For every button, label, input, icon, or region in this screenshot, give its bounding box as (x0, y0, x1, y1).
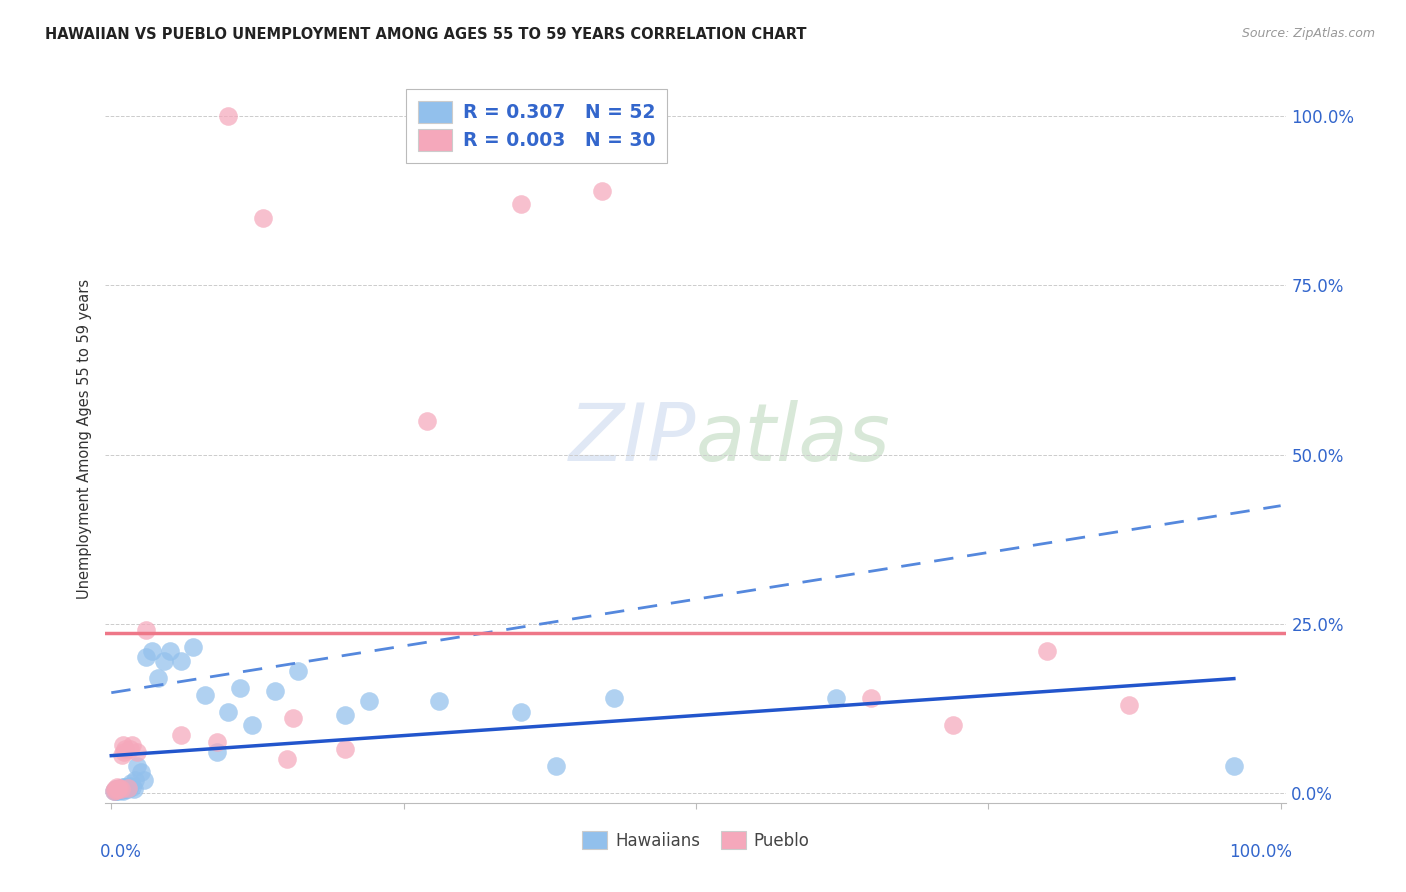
Point (181, 640, 204, 655)
Point (115, 780, 138, 795)
Point (114, 741, 136, 756)
Point (112, 745, 135, 759)
Point (229, 681, 252, 695)
Point (1118, 698, 1140, 712)
Point (276, 752, 298, 766)
Text: Source: ZipAtlas.com: Source: ZipAtlas.com (1241, 27, 1375, 40)
Point (129, 765, 152, 780)
Point (509, 705, 531, 719)
Point (170, 654, 193, 668)
Legend: Hawaiians, Pueblo: Hawaiians, Pueblo (575, 825, 817, 856)
Point (217, 705, 239, 719)
Point (205, 735, 228, 749)
Point (240, 718, 263, 732)
Point (942, 718, 965, 732)
Point (509, 197, 531, 211)
Point (104, 783, 127, 797)
Point (1036, 643, 1059, 657)
Point (112, 780, 135, 794)
Point (111, 781, 134, 796)
Point (264, 684, 287, 698)
Text: 0.0%: 0.0% (100, 843, 142, 861)
Point (108, 783, 131, 797)
Point (117, 782, 139, 797)
Point (194, 688, 217, 702)
Point (281, 711, 304, 725)
Point (427, 694, 450, 708)
Point (111, 783, 134, 797)
Point (117, 780, 139, 795)
Point (108, 781, 131, 796)
Point (110, 780, 132, 795)
Point (104, 781, 127, 796)
Point (103, 784, 125, 798)
Point (103, 783, 125, 797)
Point (333, 707, 356, 722)
Point (135, 624, 157, 638)
Point (121, 780, 143, 795)
Point (132, 773, 155, 788)
Point (108, 780, 131, 795)
Point (141, 643, 163, 657)
Point (107, 783, 129, 797)
Point (122, 781, 145, 796)
Point (104, 782, 127, 797)
Point (110, 781, 132, 796)
Point (603, 690, 626, 705)
Point (170, 728, 193, 742)
Point (121, 739, 143, 753)
Point (111, 739, 134, 753)
Text: atlas: atlas (696, 401, 891, 478)
Point (111, 748, 134, 763)
Point (111, 783, 134, 797)
Point (112, 782, 135, 797)
Point (146, 671, 169, 685)
Point (125, 758, 148, 772)
Point (105, 780, 128, 795)
Point (125, 745, 148, 759)
Text: ZIP: ZIP (568, 401, 696, 478)
Point (104, 783, 127, 797)
Point (860, 690, 883, 705)
Point (153, 654, 176, 668)
Point (135, 650, 157, 665)
Point (107, 782, 129, 797)
Y-axis label: Unemployment Among Ages 55 to 59 years: Unemployment Among Ages 55 to 59 years (77, 279, 93, 599)
Point (217, 109, 239, 123)
Point (107, 782, 129, 797)
Point (110, 782, 132, 797)
Point (124, 773, 146, 788)
Point (205, 745, 228, 759)
Point (1223, 758, 1246, 772)
Point (416, 414, 439, 428)
Text: 100.0%: 100.0% (1229, 843, 1292, 861)
Point (111, 780, 134, 795)
Point (357, 694, 380, 708)
Point (105, 781, 128, 796)
Point (333, 741, 356, 756)
Point (544, 758, 567, 772)
Point (118, 741, 141, 756)
Point (104, 783, 127, 797)
Point (105, 783, 128, 797)
Point (118, 780, 141, 795)
Point (120, 775, 142, 789)
Point (114, 781, 136, 796)
Point (159, 643, 181, 657)
Point (118, 779, 141, 793)
Point (287, 664, 309, 678)
Point (825, 690, 848, 705)
Point (591, 184, 613, 198)
Point (252, 211, 274, 225)
Text: HAWAIIAN VS PUEBLO UNEMPLOYMENT AMONG AGES 55 TO 59 YEARS CORRELATION CHART: HAWAIIAN VS PUEBLO UNEMPLOYMENT AMONG AG… (45, 27, 807, 42)
